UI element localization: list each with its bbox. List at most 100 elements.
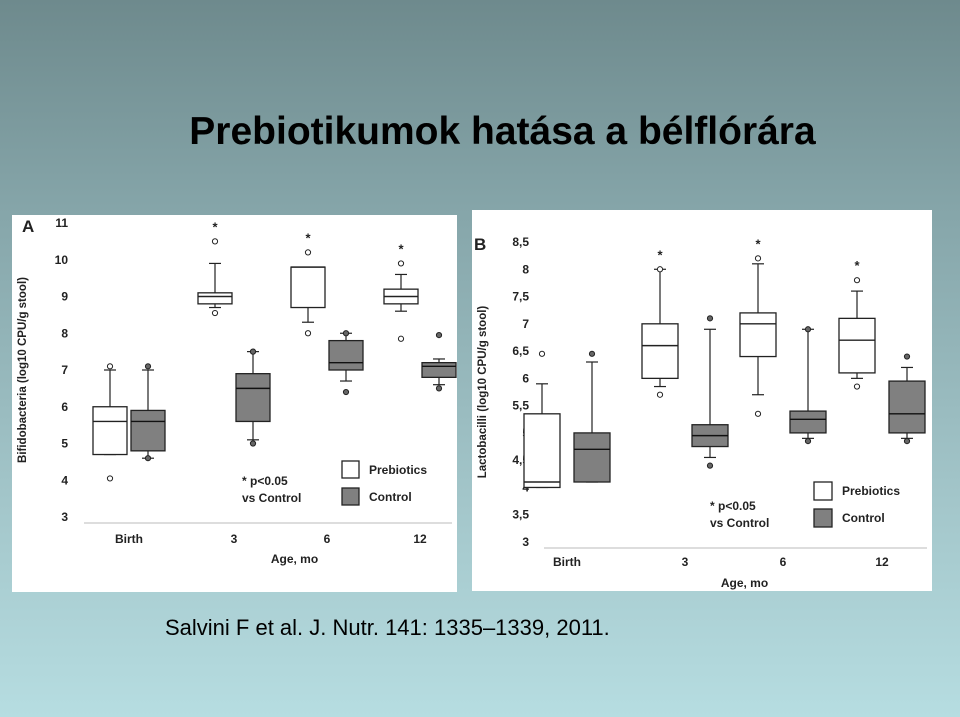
y-axis-label: Lactobacilli (log10 CPU/g stool) <box>477 306 489 479</box>
x-axis-label: Age, mo <box>271 552 318 566</box>
legend-swatch <box>341 487 360 506</box>
annotation-line-1: * p<0.05 <box>710 499 756 513</box>
outlier-point <box>435 385 443 392</box>
y-tick-label: 7,5 <box>512 290 529 304</box>
y-axis-label: Bifidobacteria (log10 CPU/g stool) <box>17 277 29 463</box>
box-control <box>130 409 166 452</box>
legend-label: Prebiotics <box>842 484 900 498</box>
y-tick-label: 11 <box>55 216 68 230</box>
y-tick-label: 5,5 <box>512 399 529 413</box>
box-prebiotics <box>641 323 679 380</box>
outlier-point <box>144 363 152 370</box>
box-prebiotics <box>92 406 128 456</box>
outlier-point <box>435 331 443 339</box>
legend-swatch <box>813 508 833 528</box>
x-tick-label: 3 <box>231 532 238 546</box>
significance-star: * <box>657 247 663 262</box>
outlier-point <box>804 326 812 333</box>
y-tick-label: 8,5 <box>512 235 529 249</box>
outlier-point <box>342 330 350 337</box>
outlier-point <box>706 315 714 322</box>
box-control <box>421 361 457 378</box>
outlier-point <box>754 410 762 417</box>
y-tick-label: 3 <box>61 510 68 524</box>
annotation-line-1: * p<0.05 <box>242 474 288 488</box>
legend-swatch <box>813 481 833 501</box>
outlier-point <box>249 348 257 355</box>
y-tick-label: 6 <box>522 371 529 385</box>
box-control <box>573 432 611 483</box>
y-tick-label: 9 <box>61 290 68 304</box>
y-tick-label: 3 <box>522 535 529 549</box>
legend-label: Control <box>842 511 885 525</box>
outlier-point <box>853 383 861 390</box>
slide-title: Prebiotikumok hatása a bélflórára <box>189 110 816 153</box>
outlier-point <box>588 350 596 357</box>
x-tick-label: 12 <box>875 555 889 569</box>
outlier-point <box>106 475 114 482</box>
box-control <box>789 410 827 434</box>
panel-label: A <box>22 217 34 236</box>
x-tick-label: Birth <box>115 532 143 546</box>
y-tick-label: 5 <box>61 437 68 451</box>
box-control <box>235 373 271 423</box>
x-tick-label: 3 <box>682 555 689 569</box>
outlier-point <box>903 353 911 360</box>
chart-panel-a: A 3 4 5 6 7 8 9 10 11 Bifidobacteria (log10 CPU/g … <box>12 215 457 592</box>
outlier-point <box>903 437 911 445</box>
y-tick-label: 6,5 <box>512 344 529 358</box>
x-axis-label: Age, mo <box>721 576 768 590</box>
outlier-point <box>106 363 114 370</box>
outlier-point <box>754 255 762 262</box>
box-prebiotics <box>838 317 876 374</box>
box-prebiotics <box>290 266 326 309</box>
y-tick-label: 4 <box>61 473 68 487</box>
significance-star: * <box>854 258 860 273</box>
significance-star: * <box>212 219 218 234</box>
outlier-point <box>304 330 312 337</box>
box-control <box>328 339 364 371</box>
outlier-point <box>304 249 312 256</box>
outlier-point <box>342 388 350 396</box>
y-tick-label: 7 <box>522 317 529 331</box>
legend-label: Control <box>369 490 412 504</box>
y-tick-label: 8 <box>522 262 529 276</box>
citation: Salvini F et al. J. Nutr. 141: 1335–1339… <box>165 615 610 640</box>
y-tick-label: 3,5 <box>512 508 529 522</box>
box-prebiotics <box>739 312 777 358</box>
legend-label: Prebiotics <box>369 463 427 477</box>
outlier-point <box>397 335 405 342</box>
outlier-point <box>853 277 861 284</box>
outlier-point <box>656 391 664 398</box>
outlier-point <box>538 350 546 357</box>
box-prebiotics <box>523 413 561 489</box>
chart-a-svg: A 3 4 5 6 7 8 9 10 11 Bifidobacteria (log10 CPU/g … <box>17 216 457 566</box>
outlier-point <box>211 238 219 245</box>
outlier-point <box>804 437 812 445</box>
x-tick-label: 6 <box>780 555 787 569</box>
outlier-point <box>706 462 714 469</box>
outlier-point <box>397 260 405 267</box>
outlier-point <box>656 266 664 273</box>
outlier-point <box>144 455 152 462</box>
y-tick-label: 8 <box>61 326 68 340</box>
significance-star: * <box>755 236 761 251</box>
annotation-line-2: vs Control <box>710 516 769 530</box>
y-tick-label: 7 <box>61 363 68 377</box>
panel-label: B <box>474 235 486 254</box>
outlier-point <box>211 309 219 317</box>
significance-star: * <box>305 230 311 245</box>
x-tick-label: Birth <box>553 555 581 569</box>
legend-swatch <box>341 460 360 479</box>
outlier-point <box>249 440 257 447</box>
y-tick-label: 6 <box>61 400 68 414</box>
annotation-line-2: vs Control <box>242 491 301 505</box>
y-tick-label: 10 <box>55 253 69 267</box>
x-tick-label: 6 <box>324 532 331 546</box>
box-prebiotics <box>197 292 233 305</box>
box-control <box>888 380 926 434</box>
x-tick-label: 12 <box>413 532 427 546</box>
significance-star: * <box>398 241 404 256</box>
